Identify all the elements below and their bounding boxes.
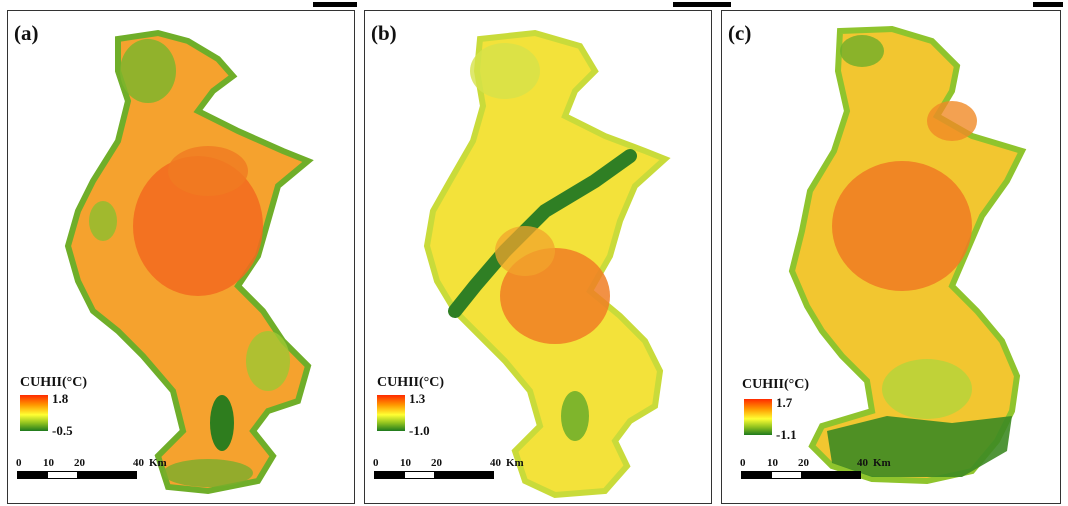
scale-tick: 0 — [740, 457, 746, 469]
scale-tick: 40 — [490, 457, 501, 469]
scale-labels: 0 10 20 40 Km — [16, 457, 216, 471]
scale-tick: 40 — [133, 457, 144, 469]
map-panel-c: (c) CUHII(°C) 1.7 -1.1 0 10 20 40 Km — [721, 10, 1061, 504]
scale-bar — [741, 471, 861, 479]
cool-zone — [470, 43, 540, 99]
cool-zone — [561, 391, 589, 441]
scale-bar — [17, 471, 137, 479]
panel-label: (c) — [728, 21, 752, 45]
legend-title: CUHII(°C) — [377, 375, 445, 390]
legend-min: -1.1 — [776, 427, 797, 442]
legend-color-ramp — [20, 395, 48, 431]
scale-tick: 10 — [767, 457, 778, 469]
legend-max: 1.3 — [409, 391, 426, 406]
city-map — [423, 29, 671, 499]
map-panel-b: (b) CUHII(°C) 1.3 -1.0 0 10 20 40 Km — [364, 10, 712, 504]
scale-tick: 20 — [431, 457, 442, 469]
map-panel-a: (a) CUHII(°C) 1.8 -0.5 0 10 20 40 Km — [7, 10, 355, 504]
scale-tick: 0 — [16, 457, 22, 469]
scale-tick: 40 — [857, 457, 868, 469]
legend-max: 1.7 — [776, 395, 793, 410]
hot-zone — [832, 161, 972, 291]
top-mark-2 — [673, 2, 731, 7]
scale-labels: 0 10 20 40 Km — [373, 457, 573, 471]
cool-zone — [163, 459, 253, 487]
legend-min: -0.5 — [52, 423, 73, 438]
scale-tick: 10 — [43, 457, 54, 469]
top-mark-1 — [313, 2, 357, 7]
legend-min: -1.0 — [409, 423, 430, 438]
hot-zone — [495, 226, 555, 276]
scale-unit: Km — [873, 457, 891, 469]
cool-zone — [89, 201, 117, 241]
cool-zone — [210, 395, 234, 451]
legend-max: 1.8 — [52, 391, 69, 406]
scale-unit: Km — [506, 457, 524, 469]
legend-title: CUHII(°C) — [20, 375, 88, 390]
legend-color-ramp — [377, 395, 405, 431]
cool-zone — [246, 331, 290, 391]
legend-title: CUHII(°C) — [742, 377, 810, 392]
scale-tick: 20 — [798, 457, 809, 469]
scale-bar — [374, 471, 494, 479]
cool-zone — [120, 39, 176, 103]
cool-zone — [882, 359, 972, 419]
scale-labels: 0 10 20 40 Km — [740, 457, 940, 471]
cool-zone — [827, 416, 1012, 477]
cool-zone — [840, 35, 884, 67]
hot-zone — [168, 146, 248, 196]
scale-tick: 20 — [74, 457, 85, 469]
top-mark-3 — [1033, 2, 1063, 7]
hot-zone — [927, 101, 977, 141]
legend-color-ramp — [744, 399, 772, 435]
scale-unit: Km — [149, 457, 167, 469]
scale-tick: 10 — [400, 457, 411, 469]
city-map — [64, 29, 314, 495]
scale-tick: 0 — [373, 457, 379, 469]
panel-label: (b) — [371, 21, 397, 45]
city-map — [788, 25, 1027, 485]
panel-label: (a) — [14, 21, 39, 45]
